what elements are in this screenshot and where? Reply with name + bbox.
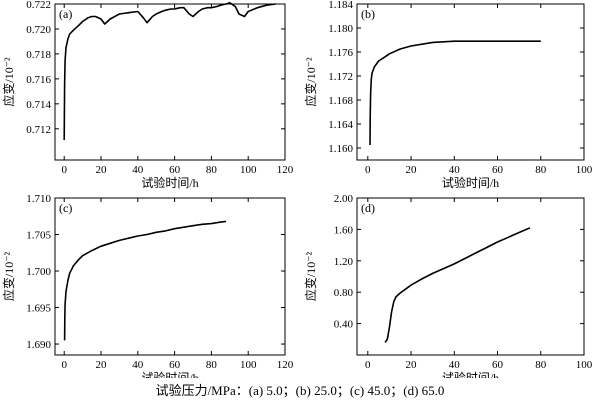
x-axis-label: 试验时间/h	[141, 175, 198, 190]
x-tick-label: 80	[206, 359, 218, 371]
x-axis-label: 试验时间/h	[442, 175, 499, 190]
x-tick-label: 80	[535, 359, 547, 371]
x-tick-label: 20	[96, 359, 108, 371]
panel-label: (a)	[59, 7, 72, 21]
x-tick-label: 40	[449, 359, 461, 371]
x-axis-label: 试验时间/h	[442, 370, 499, 378]
y-tick-label: 2.00	[334, 193, 354, 205]
x-tick-label: 0	[365, 164, 371, 176]
y-tick-label: 1.710	[26, 193, 51, 205]
y-axis-label: 应变/10⁻²	[303, 251, 318, 301]
plot-frame	[54, 197, 286, 356]
x-tick-label: 80	[206, 164, 218, 176]
y-tick-label: 1.172	[328, 71, 353, 83]
y-tick-label: 1.176	[328, 47, 353, 59]
series-line	[369, 40, 541, 146]
series-line	[384, 227, 531, 343]
y-tick-label: 1.695	[26, 303, 51, 315]
y-tick-label: 0.714	[26, 99, 51, 111]
x-tick-label: 60	[169, 359, 181, 371]
y-tick-label: 0.80	[334, 287, 354, 299]
x-tick-label: 100	[576, 164, 593, 176]
plot-frame	[356, 197, 585, 356]
x-tick-label: 40	[449, 164, 461, 176]
x-tick-label: 60	[169, 164, 181, 176]
y-tick-label: 1.184	[328, 0, 353, 11]
x-tick-label: 20	[406, 359, 418, 371]
x-tick-label: 20	[406, 164, 418, 176]
panel-label: (b)	[361, 7, 375, 21]
x-axis-label: 试验时间/h	[141, 370, 198, 378]
x-tick-label: 40	[132, 359, 144, 371]
x-tick-label: 40	[132, 164, 144, 176]
y-tick-label: 0.716	[26, 74, 51, 86]
x-tick-label: 120	[277, 164, 294, 176]
y-axis-label: 应变/10⁻²	[303, 57, 318, 107]
series-line	[63, 220, 227, 341]
x-tick-label: 0	[365, 359, 371, 371]
y-tick-label: 0.712	[26, 124, 51, 136]
figure-caption: 试验压力/MPa：(a) 5.0；(b) 25.0；(c) 45.0；(d) 6…	[155, 383, 445, 398]
y-tick-label: 1.20	[334, 256, 354, 268]
y-axis-label: 应变/10⁻²	[1, 251, 16, 301]
y-tick-label: 0.722	[26, 0, 51, 11]
y-tick-label: 1.60	[334, 224, 354, 236]
y-tick-label: 1.160	[328, 143, 353, 155]
y-tick-label: 0.720	[26, 24, 51, 36]
charts-canvas: 0 20 40 60 80 100 120 0.712 0.714 0.716 0.718 0.720…	[1, 0, 593, 378]
y-tick-label: 0.40	[334, 319, 354, 331]
panel-label: (c)	[59, 201, 72, 215]
y-tick-label: 1.164	[328, 119, 353, 131]
plot-frame	[356, 3, 585, 161]
y-tick-label: 1.700	[26, 266, 51, 278]
x-tick-label: 100	[240, 359, 257, 371]
x-tick-label: 0	[61, 164, 67, 176]
y-tick-label: 1.690	[26, 339, 51, 351]
x-tick-label: 120	[277, 359, 294, 371]
y-axis-label: 应变/10⁻²	[1, 57, 16, 107]
x-tick-label: 20	[96, 164, 108, 176]
x-tick-label: 60	[492, 164, 504, 176]
x-tick-label: 60	[492, 359, 504, 371]
y-tick-label: 1.705	[26, 230, 51, 242]
plot-frame	[54, 3, 286, 161]
y-tick-label: 1.180	[328, 23, 353, 35]
x-tick-label: 100	[576, 359, 593, 371]
y-tick-label: 1.168	[328, 95, 353, 107]
panel-label: (d)	[361, 201, 375, 215]
x-tick-label: 0	[61, 359, 67, 371]
series-line	[63, 1, 276, 141]
x-tick-label: 80	[535, 164, 547, 176]
y-tick-label: 0.718	[26, 49, 51, 61]
x-tick-label: 100	[240, 164, 257, 176]
